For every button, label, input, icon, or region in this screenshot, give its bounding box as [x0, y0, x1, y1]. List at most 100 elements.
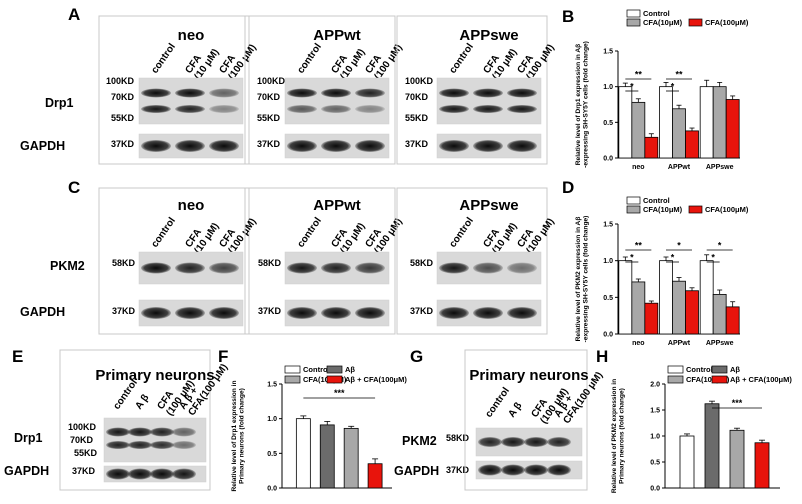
marker-58kd-c1: 58KD	[112, 258, 136, 268]
protein-band	[524, 437, 548, 447]
significance-label: *	[671, 82, 675, 92]
protein-band	[321, 262, 351, 274]
pkm2-row-label-c: PKM2	[50, 259, 85, 273]
gapdh-row-label-e: GAPDH	[4, 464, 49, 478]
protein-band	[209, 140, 239, 152]
protein-band	[141, 307, 171, 319]
legend-swatch	[326, 375, 343, 384]
chart-d: 0.0 0.5 1.0 1.5 Relative level of PKM2 expre…	[575, 196, 749, 347]
bar	[631, 281, 646, 335]
bar	[618, 260, 633, 335]
protein-band	[175, 88, 205, 98]
bar	[704, 403, 720, 489]
protein-band	[478, 437, 502, 447]
x-tick-label: neo	[632, 340, 644, 347]
protein-band	[501, 464, 525, 476]
legend-swatch	[667, 375, 684, 384]
marker-100kd-a2: 100KD	[257, 76, 286, 86]
y-tick-label: 0.5	[603, 295, 613, 302]
legend-label: Control	[303, 365, 330, 374]
panel-label-e: E	[12, 347, 23, 366]
marker-55kd-a2: 55KD	[257, 113, 281, 123]
marker-70kd-e: 70KD	[70, 435, 94, 445]
blot-panel-title: Primary neurons	[469, 367, 588, 384]
blot-group-frame	[98, 15, 250, 165]
blot-group-title: neo	[178, 27, 205, 44]
protein-band	[473, 262, 503, 274]
bar	[295, 418, 311, 489]
protein-band	[439, 140, 469, 152]
bar	[659, 86, 673, 159]
protein-band	[507, 307, 537, 319]
blot-strip	[436, 77, 542, 125]
legend-label: Aβ	[345, 365, 355, 374]
legend-label: CFA(10μM)	[643, 18, 683, 27]
marker-37kd-c3: 37KD	[410, 306, 434, 316]
protein-band	[175, 105, 205, 113]
y-tick-label: 1.0	[603, 84, 613, 91]
x-tick-label: neo	[632, 164, 644, 171]
significance-label: *	[630, 82, 634, 92]
legend-swatch	[284, 365, 301, 374]
bar	[679, 435, 695, 489]
y-axis-label: Relative level of PKM2 expression inPrim…	[611, 379, 626, 493]
y-tick-label: 0.0	[267, 486, 277, 493]
marker-70kd-a1: 70KD	[111, 92, 135, 102]
y-tick-label: 1.5	[603, 49, 613, 56]
lane-label: CFA(100 μM)	[515, 36, 556, 82]
protein-band	[355, 140, 385, 152]
protein-band	[473, 140, 503, 152]
y-tick-label: 0.0	[650, 486, 660, 493]
protein-band	[175, 140, 205, 152]
marker-70kd-a2: 70KD	[257, 92, 281, 102]
lane-label: control	[447, 41, 476, 75]
bar	[644, 136, 659, 159]
marker-55kd-a1: 55KD	[111, 113, 135, 123]
protein-band	[321, 88, 351, 98]
protein-band	[175, 262, 205, 274]
bar	[672, 280, 686, 335]
legend-swatch	[688, 205, 703, 214]
bar	[672, 108, 686, 159]
protein-band	[175, 307, 205, 319]
y-axis-label: Relative level of Drp1 expression in Aβ-…	[575, 41, 590, 168]
lane-label: A β	[133, 393, 151, 412]
marker-37kd-a2: 37KD	[257, 139, 281, 149]
x-tick-label: APPwt	[668, 164, 691, 171]
bar	[319, 424, 335, 489]
significance-label: *	[630, 253, 634, 263]
lane-label: CFA(100 μM)	[363, 36, 404, 82]
legend-swatch	[626, 18, 641, 27]
lane-label: CFA(100 μM)	[363, 210, 404, 256]
protein-band	[547, 437, 571, 447]
marker-100kd-e: 100KD	[68, 422, 97, 432]
protein-band	[507, 88, 537, 98]
marker-37kd-a3: 37KD	[405, 139, 429, 149]
legend-label: Control	[686, 365, 713, 374]
marker-37kd-e: 37KD	[72, 466, 96, 476]
blot-group-frame	[244, 187, 396, 335]
bar	[685, 130, 699, 159]
panel-label-f: F	[218, 347, 228, 366]
significance-label: *	[671, 253, 675, 263]
legend-label: CFA(100μM)	[686, 375, 730, 384]
legend-label: Control	[643, 9, 670, 18]
marker-37kd-a1: 37KD	[111, 139, 135, 149]
legend-label: CFA(100μM)	[705, 205, 749, 214]
legend-label: Aβ + CFA(100μM)	[730, 375, 792, 384]
legend-label: CFA(10μM)	[643, 205, 683, 214]
blot-group-title: neo	[178, 197, 205, 214]
bar	[725, 306, 740, 335]
y-tick-label: 1.0	[267, 416, 277, 423]
protein-band	[439, 307, 469, 319]
legend-swatch	[326, 365, 343, 374]
protein-band	[355, 88, 385, 98]
blot-group-title: APPswe	[459, 197, 518, 214]
marker-37kd-g: 37KD	[446, 465, 470, 475]
protein-band	[547, 464, 571, 476]
bar	[685, 290, 699, 335]
lane-label: CFA(10 μM)	[329, 215, 367, 256]
legend-label: CFA(100μM)	[303, 375, 347, 384]
